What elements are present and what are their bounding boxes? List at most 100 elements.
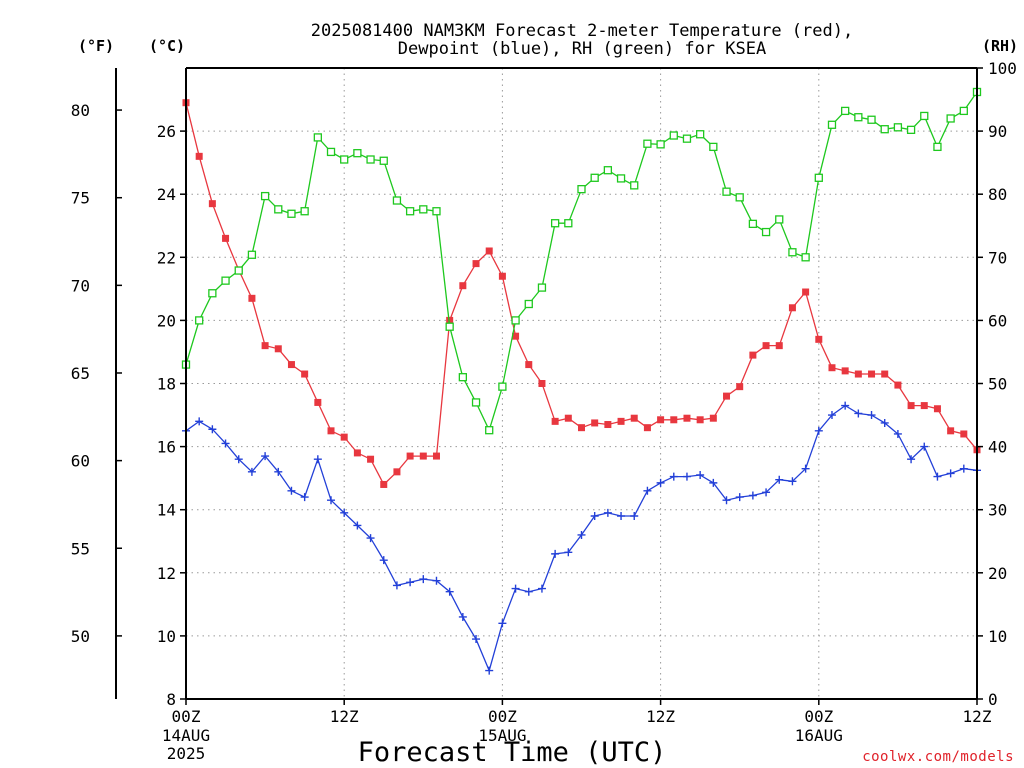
x-axis-title: Forecast Time (UTC) [358,737,667,768]
rh-point [340,155,349,164]
temperature-point [485,247,493,255]
rh-point [841,106,850,116]
dewpoint-point [234,455,243,464]
dewpoint-point [630,512,639,521]
rh-point [445,322,454,331]
dewpoint-point [221,439,230,448]
temperature-point [907,402,915,410]
dewpoint-point [841,401,850,410]
temperature-point [841,367,849,375]
temperature-point [788,304,796,312]
dewpoint-point [814,426,823,435]
rh-tick-label: 90 [988,122,1007,141]
rh-point [274,205,283,214]
dewpoint-point [195,417,204,426]
fahrenheit-unit-label: (°F) [78,37,114,55]
dewpoint-point [340,508,349,517]
rh-point [656,140,665,149]
rh-point [616,174,626,183]
dewpoint-point [287,486,296,495]
rh-point [419,205,428,214]
dewpoint-point [406,578,415,587]
temperature-point [380,480,388,488]
grid-lines [186,68,977,699]
temperature-point [340,433,348,441]
celsius-tick-label: 20 [157,311,176,330]
x-tick-date: 14AUG [162,726,210,745]
dewpoint-point [643,486,652,495]
temperature-point [868,370,876,378]
temperature-point [578,424,585,432]
dewpoint-point [498,619,507,628]
rh-point [761,227,771,237]
rh-point [313,133,322,142]
dewpoint-point [353,521,362,530]
rh-point [300,207,309,216]
temperature-point [749,351,757,359]
temperature-point [195,152,203,160]
rh-point [933,142,942,152]
x-tick-label: 12Z [963,707,992,726]
rh-point [247,250,257,259]
dewpoint-point [366,534,375,543]
temperature-point [894,381,902,389]
rh-point [524,299,533,309]
temperature-point [353,449,361,457]
dewpoint-point [762,488,771,497]
temperature-point [960,430,968,438]
rh-tick-label: 100 [988,59,1017,78]
rh-tick-label: 40 [988,438,1007,457]
rh-point [550,219,560,228]
temperature-point [881,370,889,378]
rh-tick-label: 20 [988,564,1007,583]
fahrenheit-tick-label: 70 [71,276,90,295]
axes [115,67,983,705]
rh-point [485,426,494,435]
temperature-point [538,380,546,387]
rh-unit-label: (RH) [982,37,1018,55]
rh-point [392,196,402,205]
rh-point [814,173,823,182]
rh-point [775,215,784,224]
x-tick-label: 00Z [172,707,201,726]
dewpoint-point [946,469,955,478]
rh-point [405,207,415,216]
chart-title-line: 2025081400 NAM3KM Forecast 2-meter Tempe… [311,21,853,41]
rh-point [498,382,507,391]
temperature-point [222,234,230,242]
rh-point [432,207,441,216]
temperature-point [947,427,955,435]
chart-title-line: Dewpoint (blue), RH (green) for KSEA [398,39,766,59]
rh-point [788,248,797,257]
rh-point [854,113,863,122]
rh-point [906,125,916,134]
dewpoint-point [801,464,810,473]
dewpoint-point [880,418,889,427]
temperature-point [208,200,216,208]
x-tick-label: 12Z [646,707,675,726]
series-layer [181,87,982,675]
temperature-point [709,414,717,422]
dewpoint-point [775,475,784,484]
rh-point [959,106,968,116]
temperature-point [314,398,322,406]
dewpoint-point [485,666,494,675]
rh-point [511,316,520,325]
rh-tick-label: 70 [988,248,1007,267]
dewpoint-point [419,575,428,584]
temperature-point [367,455,375,463]
x-tick-label: 00Z [488,707,517,726]
dewpoint-point [392,581,401,590]
rh-tick-label: 30 [988,501,1007,520]
rh-tick-label: 0 [988,690,998,709]
temperature-point [498,272,506,280]
rh-point [867,115,876,124]
dewpoint-point [247,467,256,476]
dewpoint-point [907,455,916,464]
dewpoint-point [735,493,744,502]
rh-point [682,134,692,143]
temperature-point [802,288,810,296]
rh-point [669,131,678,140]
rh-point [471,398,481,407]
